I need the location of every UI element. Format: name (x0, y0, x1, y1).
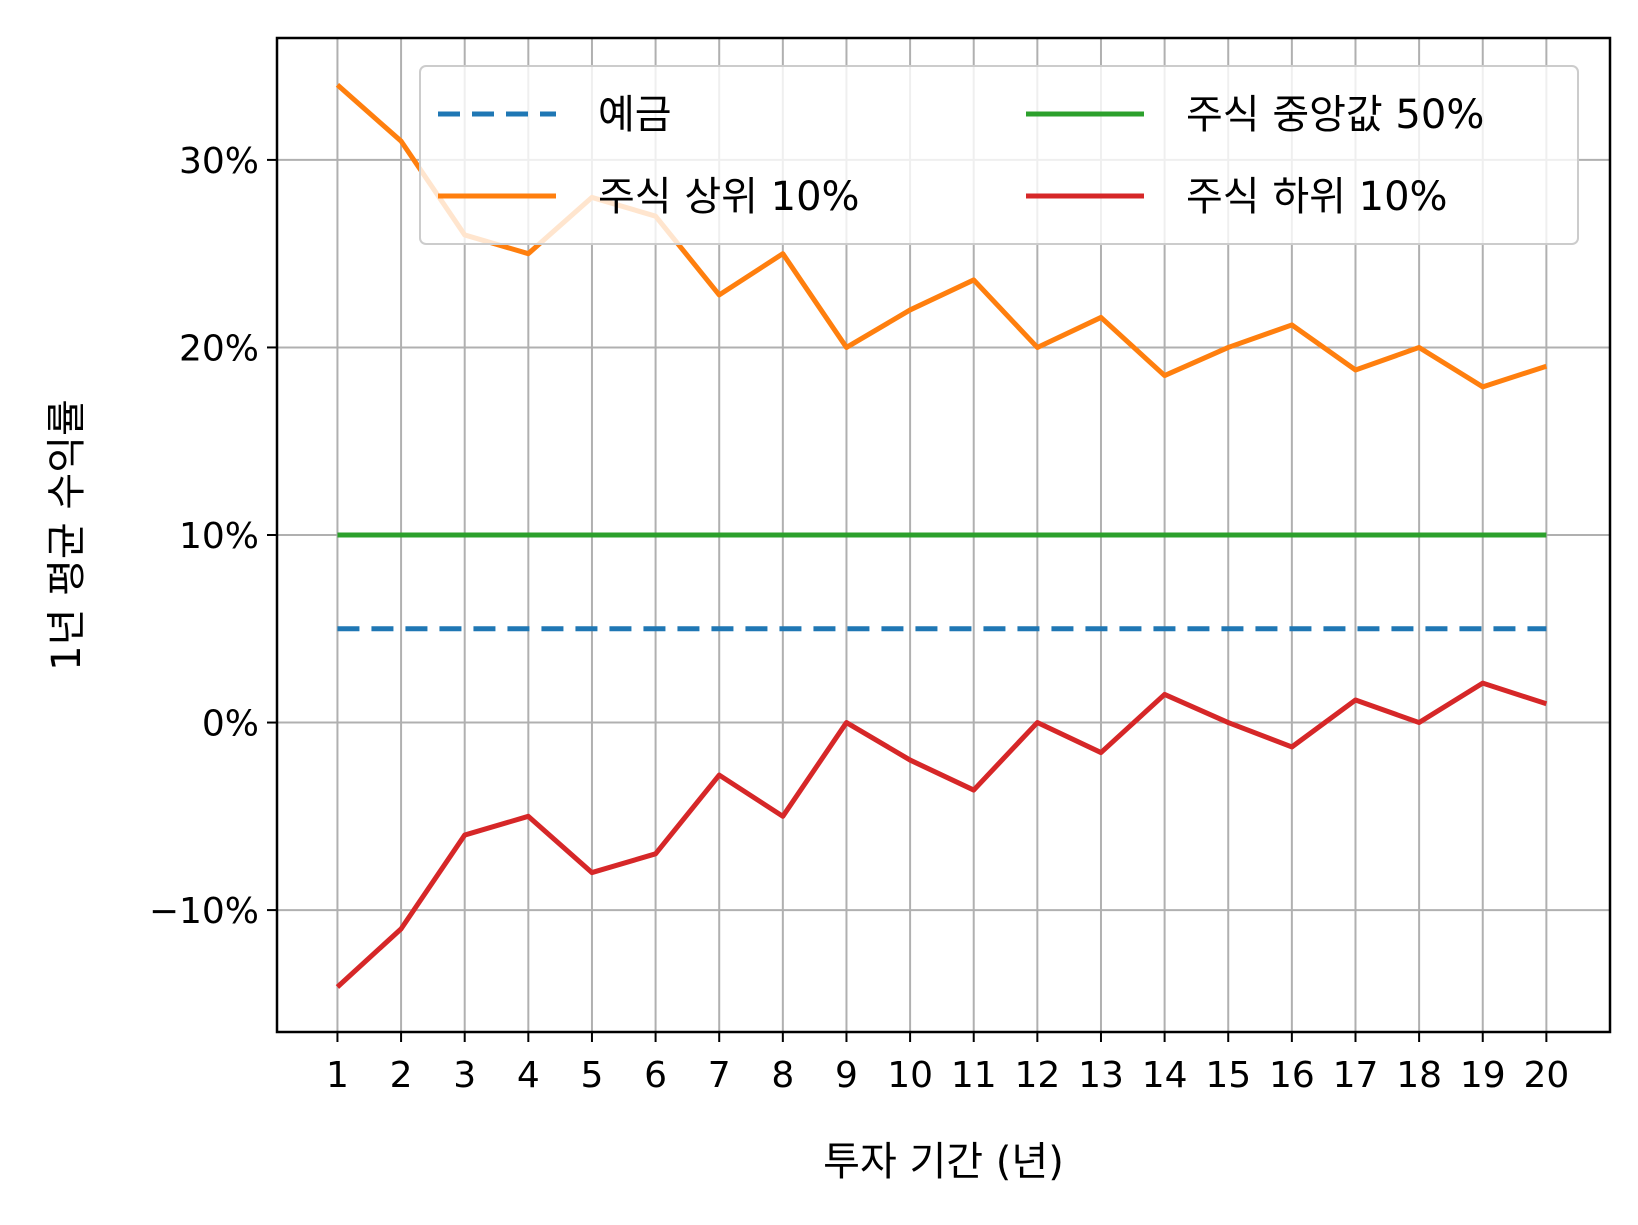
y-axis-label: 1년 평균 수익률 (44, 399, 90, 671)
x-tick-label: 18 (1396, 1055, 1442, 1096)
x-tick-label: 15 (1205, 1055, 1251, 1096)
x-tick-label: 20 (1523, 1055, 1569, 1096)
y-tick-label: 10% (179, 516, 259, 557)
y-tick-label: 20% (179, 328, 259, 369)
x-tick-label: 14 (1142, 1055, 1188, 1096)
x-tick-label: 2 (390, 1055, 413, 1096)
x-tick-label: 10 (887, 1055, 933, 1096)
legend-label-0: 예금 (598, 92, 672, 138)
y-tick-label: −10% (149, 891, 259, 932)
x-tick-label: 16 (1269, 1055, 1315, 1096)
x-tick-label: 3 (453, 1055, 476, 1096)
y-tick-label: 30% (179, 141, 259, 182)
legend-label-3: 주식 하위 10% (1186, 174, 1448, 220)
axis-ticks: 1 2 3 4 5 6 7 8 9 10 11 12 13 14 15 16 17 18 19 20−10%0%10%… (149, 141, 1569, 1096)
x-tick-label: 7 (708, 1055, 731, 1096)
x-axis-label: 투자 기간 (년) (823, 1139, 1064, 1185)
legend-label-2: 주식 중앙값 50% (1186, 92, 1484, 138)
x-tick-label: 4 (517, 1055, 540, 1096)
x-tick-label: 12 (1014, 1055, 1060, 1096)
x-tick-label: 9 (835, 1055, 858, 1096)
x-tick-label: 6 (644, 1055, 667, 1096)
series-line-3 (335, 680, 1548, 989)
legend-label-1: 주식 상위 10% (598, 174, 860, 220)
x-tick-label: 11 (951, 1055, 997, 1096)
x-tick-label: 5 (581, 1055, 604, 1096)
x-tick-label: 17 (1333, 1055, 1379, 1096)
legend-box (419, 65, 1579, 245)
x-tick-label: 8 (771, 1055, 794, 1096)
y-tick-label: 0% (202, 704, 259, 745)
x-tick-label: 13 (1078, 1055, 1124, 1096)
x-tick-label: 19 (1460, 1055, 1506, 1096)
x-tick-label: 1 (326, 1055, 349, 1096)
